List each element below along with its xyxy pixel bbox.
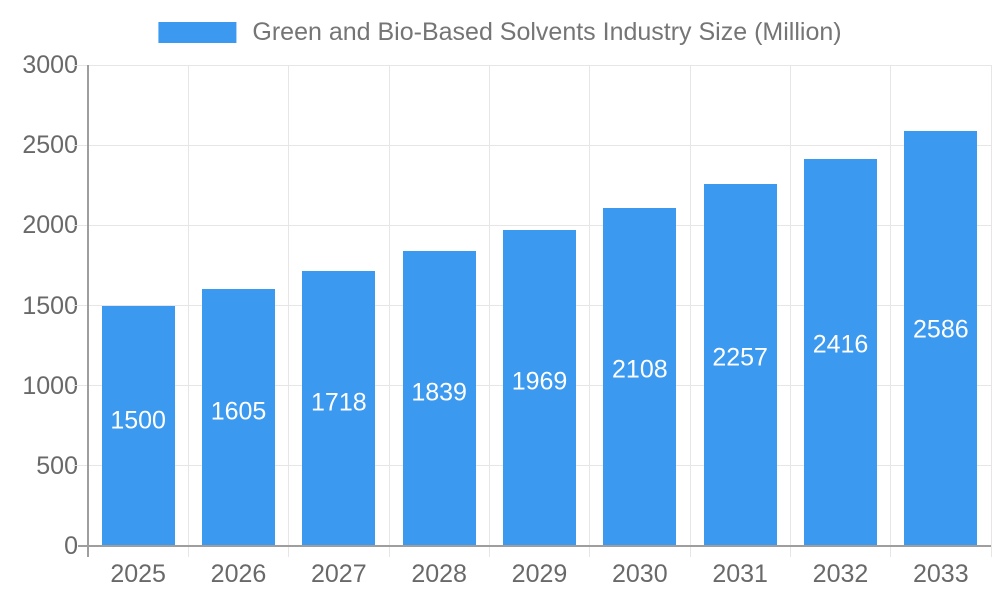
- legend-label: Green and Bio-Based Solvents Industry Si…: [252, 18, 842, 46]
- bar-2029[interactable]: 1969: [503, 230, 576, 546]
- bar-value-label: 2586: [913, 315, 969, 344]
- bar-value-label: 1839: [411, 378, 467, 407]
- bar-2033[interactable]: 2586: [904, 131, 978, 546]
- x-tick-label: 2028: [411, 560, 467, 588]
- bar-2032[interactable]: 2416: [804, 158, 877, 546]
- bar-value-label: 2108: [612, 355, 668, 384]
- v-gridline: [187, 65, 189, 557]
- bar-value-label: 1605: [210, 397, 267, 426]
- v-gridline: [388, 65, 390, 557]
- bar-value-label: 1500: [110, 406, 166, 435]
- legend: Green and Bio-Based Solvents Industry Si…: [158, 18, 842, 46]
- x-tick-label: 2029: [511, 560, 568, 588]
- v-gridline: [488, 65, 490, 557]
- v-gridline: [990, 65, 992, 557]
- bar-value-label: 1718: [311, 388, 367, 417]
- x-axis-labels: 2025 2026 2027 2028 2029 2030 2031 2032 2033: [88, 560, 991, 592]
- legend-swatch: [158, 22, 237, 43]
- v-gridline: [288, 65, 290, 557]
- bar-2030[interactable]: 2108: [603, 208, 677, 546]
- bar-2028[interactable]: 1839: [402, 251, 476, 546]
- x-axis-line: [78, 545, 991, 547]
- v-gridline: [589, 65, 591, 557]
- y-tick-label: 3000: [22, 51, 78, 79]
- x-tick-label: 2026: [210, 560, 267, 588]
- x-tick-label: 2031: [712, 560, 768, 588]
- y-tick-label: 500: [36, 451, 78, 480]
- y-axis-line: [87, 65, 89, 557]
- y-tick-label: 2000: [22, 211, 78, 240]
- v-gridline: [789, 65, 791, 557]
- y-tick-label: 1000: [22, 371, 78, 400]
- bar-2027[interactable]: 1718: [302, 270, 376, 546]
- bar-2025[interactable]: 1500: [101, 305, 175, 546]
- x-tick-label: 2032: [812, 560, 869, 588]
- bar-2031[interactable]: 2257: [703, 184, 777, 546]
- bar-value-label: 1969: [511, 367, 568, 396]
- h-gridline: [73, 224, 991, 226]
- y-tick-label: 0: [64, 532, 78, 560]
- x-tick-label: 2027: [311, 560, 367, 588]
- y-tick-label: 2500: [22, 131, 78, 160]
- bar-value-label: 2257: [712, 343, 768, 372]
- x-tick-label: 2030: [612, 560, 668, 588]
- y-tick-label: 1500: [22, 291, 78, 320]
- v-gridline: [689, 65, 691, 557]
- x-tick-label: 2033: [913, 560, 969, 588]
- bar-value-label: 2416: [812, 330, 869, 359]
- bar-2026[interactable]: 1605: [202, 288, 275, 546]
- h-gridline: [73, 64, 991, 66]
- y-axis-labels: 0 500 1000 1500 2000 2500 3000: [0, 51, 78, 560]
- x-tick-label: 2025: [110, 560, 166, 588]
- h-gridline: [73, 144, 991, 146]
- plot-area: 1500 1605 1718 1839 1969 2108 2257 2416 2586: [73, 64, 992, 557]
- v-gridline: [890, 65, 892, 557]
